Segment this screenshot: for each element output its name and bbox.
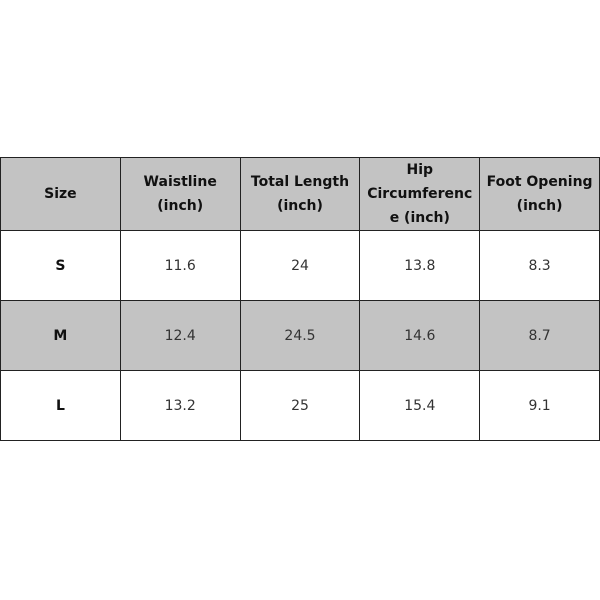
table-row: M 12.4 24.5 14.6 8.7 [0,300,600,371]
header-size: Size [0,157,121,231]
size-cell: S [0,230,121,301]
header-waistline: Waistline (inch) [119,157,241,231]
hip-cell: 15.4 [359,370,481,441]
waistline-cell: 11.6 [119,230,241,301]
total-length-cell: 24.5 [239,300,361,371]
header-row: Size Waistline (inch) Total Length (inch… [0,157,600,231]
size-cell: M [0,300,121,371]
total-length-cell: 24 [239,230,361,301]
header-foot-opening: Foot Opening (inch) [479,157,600,231]
header-hip-circumference: Hip Circumference (inch) [359,157,481,231]
waistline-cell: 12.4 [119,300,241,371]
total-length-cell: 25 [239,370,361,441]
table-row: S 11.6 24 13.8 8.3 [0,230,600,301]
size-cell: L [0,370,121,441]
header-total-length: Total Length (inch) [239,157,361,231]
size-chart-table: Size Waistline (inch) Total Length (inch… [0,157,600,441]
foot-opening-cell: 9.1 [479,370,600,441]
waistline-cell: 13.2 [119,370,241,441]
foot-opening-cell: 8.3 [479,230,600,301]
table-row: L 13.2 25 15.4 9.1 [0,370,600,441]
hip-cell: 14.6 [359,300,481,371]
hip-cell: 13.8 [359,230,481,301]
foot-opening-cell: 8.7 [479,300,600,371]
